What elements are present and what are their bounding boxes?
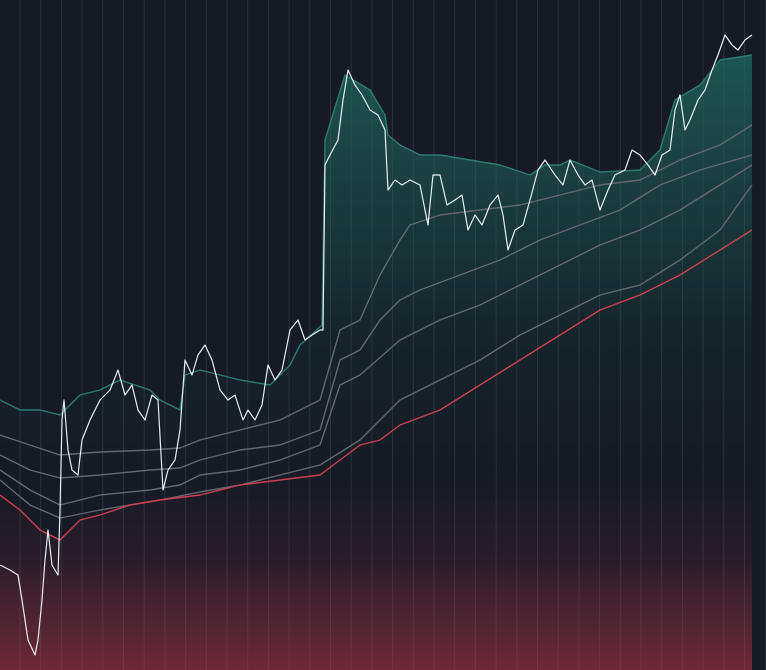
band-line (0, 154, 753, 479)
price-line (0, 34, 753, 656)
lower-area (0, 230, 752, 670)
upper-line (0, 54, 753, 416)
lower-line (0, 229, 753, 541)
band-line (0, 184, 753, 519)
band-line (0, 124, 753, 456)
band-line (0, 164, 753, 506)
